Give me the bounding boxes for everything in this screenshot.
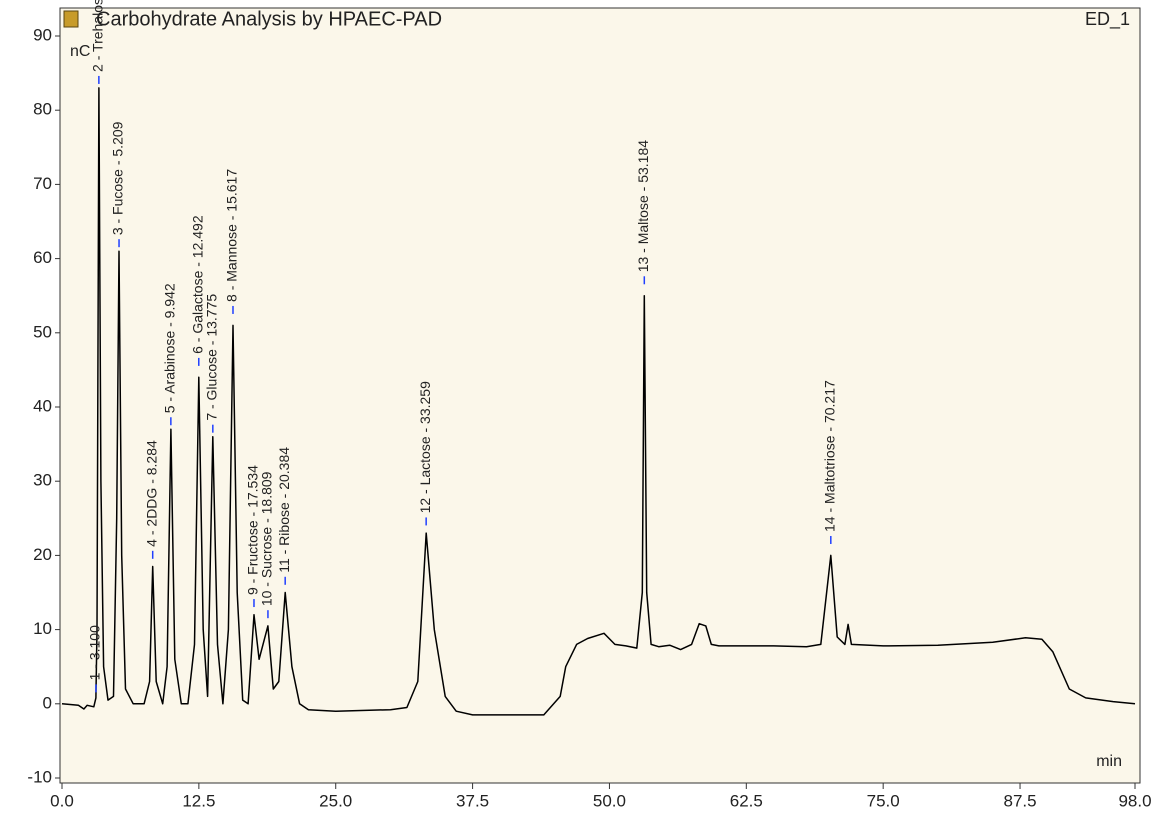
y-tick-label: 30 bbox=[33, 471, 52, 490]
peak-label: 4 - 2DDG - 8.284 bbox=[143, 440, 159, 547]
y-tick-label: 10 bbox=[33, 619, 52, 638]
peak-label: 7 - Glucose - 13.775 bbox=[204, 294, 220, 421]
peak-label: 6 - Galactose - 12.492 bbox=[189, 215, 205, 354]
y-tick-label: 0 bbox=[43, 693, 52, 712]
y-tick-label: 90 bbox=[33, 25, 52, 44]
app-icon bbox=[63, 10, 79, 28]
x-tick-label: 98.0 bbox=[1118, 791, 1151, 810]
x-tick-label: 12.5 bbox=[182, 791, 215, 810]
y-tick-label: 60 bbox=[33, 248, 52, 267]
y-tick-label: 20 bbox=[33, 545, 52, 564]
x-tick-label: 50.0 bbox=[593, 791, 626, 810]
peak-label: 12 - Lactose - 33.259 bbox=[417, 381, 433, 514]
peak-label: 3 - Fucose - 5.209 bbox=[110, 121, 126, 235]
peak-label: 9 - Fructose - 17.534 bbox=[245, 465, 261, 595]
y-tick-label: 50 bbox=[33, 322, 52, 341]
peak-label: 10 - Sucrose - 18.809 bbox=[259, 471, 275, 606]
x-tick-label: 37.5 bbox=[456, 791, 489, 810]
x-tick-label: 25.0 bbox=[319, 791, 352, 810]
peak-label: 11 - Ribose - 20.384 bbox=[276, 447, 292, 573]
peak-label: 8 - Mannose - 15.617 bbox=[224, 169, 240, 302]
x-tick-label: 75.0 bbox=[867, 791, 900, 810]
channel-label: ED_1 bbox=[1085, 9, 1130, 30]
plot-frame bbox=[59, 7, 1141, 784]
peak-label: 5 - Arabinose - 9.942 bbox=[162, 283, 178, 413]
peak-label: 13 - Maltose - 53.184 bbox=[635, 140, 651, 273]
y-tick-label: 80 bbox=[33, 100, 52, 119]
y-tick-label: 70 bbox=[33, 174, 52, 193]
trace bbox=[61, 87, 1136, 716]
x-tick-label: 62.5 bbox=[730, 791, 763, 810]
peak-label: 1 - 3.100 bbox=[87, 625, 103, 680]
y-tick-label: -10 bbox=[27, 767, 52, 786]
y-tick-label: 40 bbox=[33, 396, 52, 415]
peak-label: 2 - Trehalose - 3.367 bbox=[90, 0, 106, 72]
x-tick-label: 0.0 bbox=[50, 791, 74, 810]
x-tick-label: 87.5 bbox=[1003, 791, 1036, 810]
chart-title: Carbohydrate Analysis by HPAEC-PAD bbox=[96, 8, 442, 30]
x-axis-label: min bbox=[1096, 753, 1122, 770]
y-axis-label: nC bbox=[70, 43, 90, 60]
peak-label: 14 - Maltotriose - 70.217 bbox=[822, 380, 838, 532]
